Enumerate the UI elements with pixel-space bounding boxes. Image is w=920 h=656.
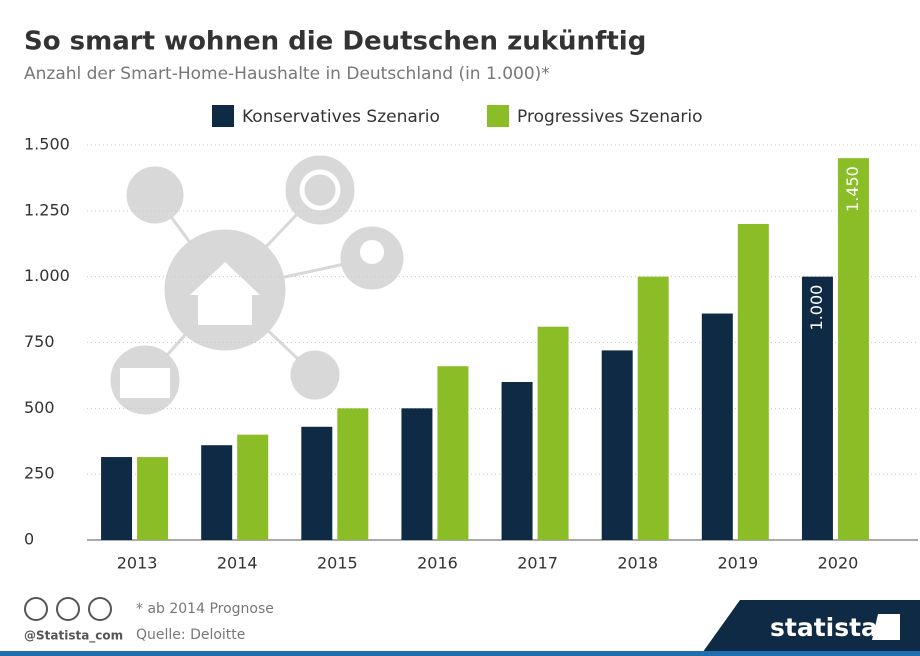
brand: statista [770, 613, 878, 642]
thermostat-icon [299, 169, 341, 211]
bar [737, 224, 769, 540]
cc-icon [24, 597, 48, 621]
bar [501, 382, 533, 540]
x-tick-label: 2020 [818, 554, 859, 573]
y-tick-label: 500 [24, 398, 55, 417]
bar [601, 350, 633, 540]
value-label: 1.450 [843, 166, 862, 212]
x-tick-label: 2019 [717, 554, 758, 573]
legend-swatch [212, 105, 234, 127]
icon-circle [126, 166, 184, 224]
bar [537, 326, 569, 540]
legend-label: Progressives Szenario [517, 107, 703, 127]
bar [301, 426, 333, 540]
bar [237, 434, 269, 540]
x-tick-label: 2015 [317, 554, 358, 573]
house-icon [190, 262, 260, 325]
x-tick-label: 2016 [417, 554, 458, 573]
brand-mark [872, 614, 900, 640]
y-tick-label: 1.500 [24, 135, 70, 154]
bar [101, 457, 133, 540]
y-tick-label: 0 [24, 530, 34, 549]
x-tick-label: 2013 [117, 554, 158, 573]
x-tick-label: 2014 [217, 554, 258, 573]
bar [637, 276, 669, 540]
source: Quelle: Deloitte [136, 627, 245, 643]
y-tick-label: 250 [24, 464, 55, 483]
value-label: 1.000 [807, 285, 826, 331]
chart-title: So smart wohnen die Deutschen zukünftig [24, 27, 646, 57]
bottom-rule [0, 651, 920, 656]
chart-subtitle: Anzahl der Smart-Home-Haushalte in Deuts… [24, 64, 550, 84]
bar [437, 366, 469, 540]
icon-circle [290, 350, 340, 400]
by-icon [56, 597, 80, 621]
brand-band [700, 600, 920, 656]
handle: @Statista_com [24, 629, 123, 644]
y-tick-label: 750 [24, 332, 55, 351]
tv-icon [120, 368, 170, 398]
icon-circle [285, 155, 355, 225]
y-tick-label: 1.000 [24, 266, 70, 285]
bar [837, 158, 869, 540]
bar [701, 313, 733, 540]
bulb-icon [360, 240, 384, 264]
y-tick-label: 1.250 [24, 200, 70, 219]
bar [401, 408, 433, 540]
bar [801, 276, 833, 540]
bar [137, 457, 169, 540]
x-tick-label: 2017 [517, 554, 558, 573]
footnote: * ab 2014 Prognose [136, 601, 274, 617]
legend-swatch [487, 105, 509, 127]
nd-icon [88, 597, 112, 621]
footer: @Statista_com * ab 2014 Prognose Quelle:… [0, 597, 920, 656]
bar [337, 408, 369, 540]
x-tick-label: 2018 [617, 554, 658, 573]
bar [201, 445, 233, 540]
legend-label: Konservatives Szenario [242, 107, 440, 127]
illustration [110, 155, 404, 415]
